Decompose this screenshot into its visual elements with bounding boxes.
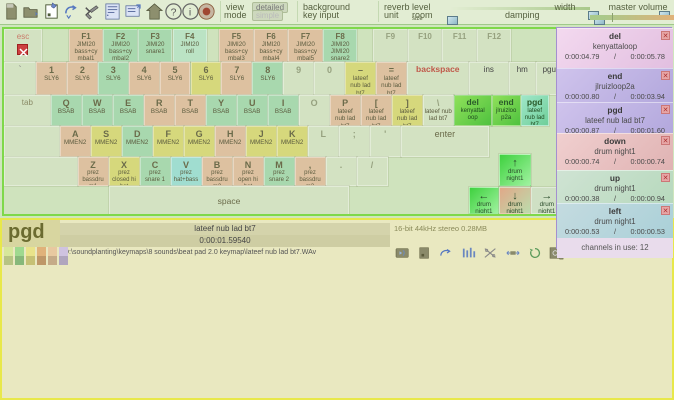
svg-text:i: i [189, 7, 191, 18]
svg-text:?: ? [171, 7, 177, 18]
